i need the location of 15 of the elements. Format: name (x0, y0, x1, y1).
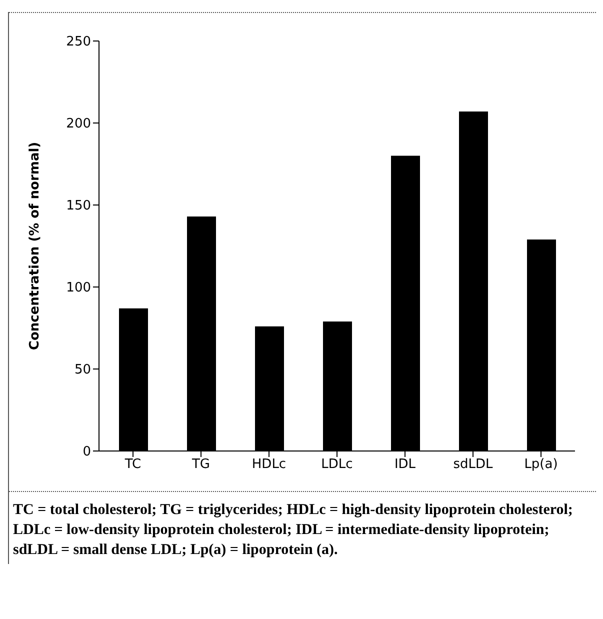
text: TC = total cholesterol; TG = triglycerides; HDLc = high-density lipoprotein cholesterol; LDLc = low-density lipoprotein cholesterol; IDL = intermediate-density lipoprotein; sdLDL = small dense LDL; Lp(a) = lipoprotein (a). (13, 501, 574, 560)
x-tick-label: LDLc (321, 457, 353, 472)
x-tick-label: TG (190, 457, 210, 472)
y-tick-label: 0 (82, 444, 91, 460)
y-tick-label: 250 (66, 34, 91, 50)
y-tick-label: 150 (66, 198, 91, 214)
y-tick-label: 50 (74, 362, 91, 378)
y-tick-label: 200 (66, 116, 91, 132)
y-tick-label: 100 (66, 280, 91, 296)
x-tick-label: IDL (394, 457, 416, 472)
x-tick-label: HDLc (252, 457, 286, 472)
x-tick-label: TC (124, 457, 142, 472)
x-tick-label: Lp(a) (524, 457, 558, 472)
x-tick-label: sdLDL (453, 457, 494, 472)
y-axis-title: Concentration (% of normal) (28, 142, 43, 350)
